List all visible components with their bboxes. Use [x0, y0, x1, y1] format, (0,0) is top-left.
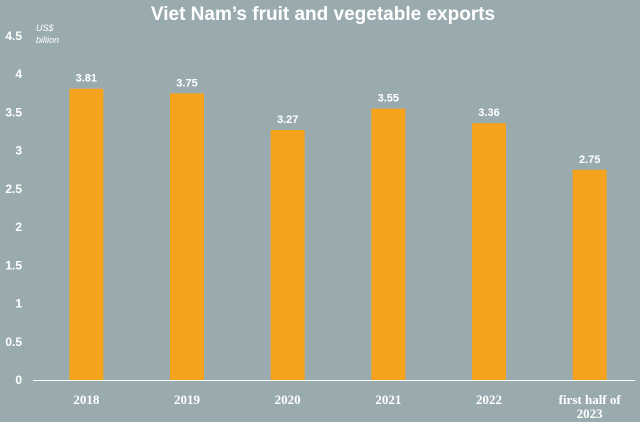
bar [371, 108, 406, 380]
y-axis-ticks: 0 0.5 1 1.5 2 2.5 3 3.5 4 4.5 [5, 29, 22, 387]
x-tick-label: 2018 [73, 392, 100, 407]
data-label: 3.27 [277, 114, 298, 126]
data-label: 3.81 [76, 73, 97, 85]
y-tick-label: 3 [15, 144, 22, 158]
x-tick-label: 2022 [476, 392, 502, 407]
x-tick-label: first half of [559, 392, 622, 407]
data-labels: 3.81 3.75 3.27 3.55 3.36 2.75 [76, 73, 601, 166]
bar [572, 169, 607, 380]
y-tick-label: 1 [15, 297, 22, 311]
data-label: 3.36 [478, 107, 499, 119]
y-unit-label-line1: US$ [36, 23, 55, 33]
y-tick-label: 2 [15, 220, 22, 234]
x-tick-label: 2020 [275, 392, 301, 407]
data-label: 3.55 [378, 93, 399, 105]
y-tick-label: 0 [15, 373, 22, 387]
bar [270, 130, 305, 380]
y-tick-label: 1.5 [5, 258, 22, 272]
data-label: 3.75 [176, 77, 197, 89]
y-unit-label-line2: billion [36, 35, 59, 45]
y-tick-label: 4 [15, 67, 22, 81]
y-tick-label: 2.5 [5, 182, 22, 196]
chart-title: Viet Nam’s fruit and vegetable exports [151, 4, 495, 25]
y-tick-label: 0.5 [5, 335, 22, 349]
data-label: 2.75 [579, 154, 600, 166]
x-tick-label: 2019 [174, 392, 201, 407]
x-tick-label: 2021 [375, 392, 401, 407]
bar [69, 88, 104, 380]
bars [69, 88, 607, 380]
bar [170, 93, 204, 380]
bar [472, 123, 506, 380]
y-tick-label: 4.5 [5, 29, 22, 43]
y-tick-label: 3.5 [5, 105, 22, 119]
x-tick-label: 2023 [577, 406, 604, 421]
